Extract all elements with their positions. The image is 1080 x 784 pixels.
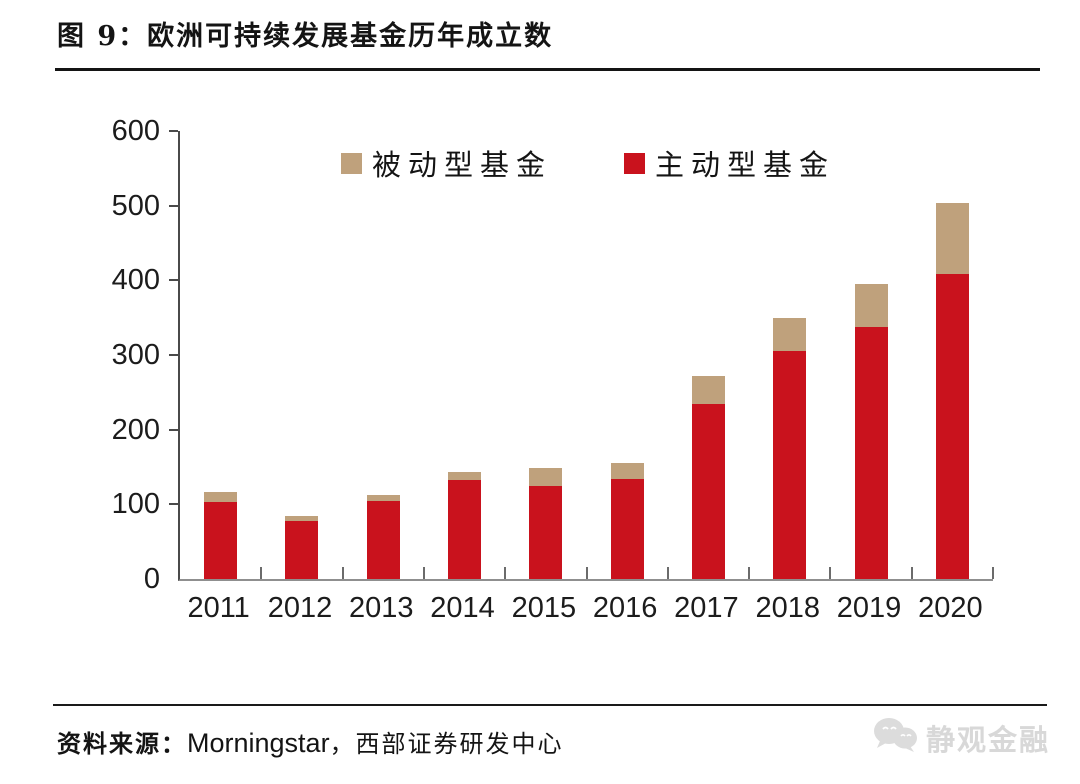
legend-item-passive-fund: 被动型基金 [341, 142, 552, 184]
x-tick-label: 2012 [267, 592, 333, 624]
figure-title: 图 9：欧洲可持续发展基金历年成立数 [57, 21, 554, 52]
bar-2012-active [285, 520, 319, 579]
bar-2017-passive [691, 375, 725, 405]
x-tick-mark [992, 567, 994, 579]
y-tick-mark [169, 130, 178, 132]
x-tick-label: 2013 [348, 592, 414, 624]
y-tick-label: 500 [111, 189, 160, 222]
x-tick-mark [504, 567, 507, 579]
source-suffix: ，西部证券研发中心 [329, 730, 564, 758]
bar-2017-active [691, 404, 725, 579]
y-tick-mark [169, 428, 178, 431]
bar-2020-active [935, 274, 969, 579]
plot-area [178, 131, 994, 581]
bar-2015-passive [529, 467, 563, 487]
y-tick-mark [169, 279, 178, 282]
bar-2014-active [448, 480, 482, 579]
y-tick-label: 100 [111, 488, 160, 521]
x-tick-mark [341, 567, 344, 579]
x-tick-label: 2018 [755, 592, 820, 624]
x-tick-label: 2017 [674, 592, 739, 624]
source-vendor: Morningstar [187, 728, 330, 758]
x-tick-mark [829, 567, 832, 579]
y-tick-mark [169, 354, 178, 356]
x-tick-label: 2016 [592, 592, 658, 624]
x-tick-mark [748, 567, 751, 579]
x-tick-label: 2015 [511, 592, 577, 624]
x-tick-label: 2014 [430, 592, 495, 624]
watermark: 静观金融 [872, 716, 1050, 759]
legend-item-active-fund: 主动型基金 [624, 142, 835, 184]
bar-2019-passive [854, 284, 888, 327]
x-tick-label: 2020 [918, 592, 983, 624]
bar-2013-active [366, 501, 400, 579]
bar-2018-passive [773, 317, 807, 352]
bar-2018-active [773, 351, 807, 579]
chart-legend: 被动型基金 主动型基金 [341, 142, 835, 184]
title-divider [55, 68, 1040, 71]
x-tick-mark [585, 567, 588, 579]
y-tick-label: 300 [111, 339, 160, 371]
bar-2015-active [529, 486, 563, 579]
bar-2013-passive [366, 495, 400, 502]
x-tick-mark [666, 567, 669, 579]
legend-label-active: 主动型基金 [655, 148, 836, 182]
bar-2020-passive [935, 203, 969, 275]
y-tick-mark [169, 503, 178, 506]
x-tick-mark [422, 567, 425, 579]
y-tick-label: 200 [111, 413, 160, 446]
x-tick-mark [910, 567, 913, 579]
bar-2011-active [204, 502, 238, 579]
x-tick-label: 2019 [836, 592, 902, 624]
bar-2012-passive [285, 515, 319, 521]
y-tick-label: 0 [143, 563, 160, 595]
x-tick-mark [260, 567, 263, 579]
y-tick-label: 400 [111, 264, 160, 297]
x-tick-label: 2011 [187, 592, 250, 624]
source-note: 资料来源：Morningstar，西部证券研发中心 [57, 724, 564, 759]
footer-divider [53, 704, 1047, 706]
legend-label-passive: 被动型基金 [372, 148, 553, 182]
y-tick-mark [169, 204, 178, 207]
bar-2014-passive [448, 471, 482, 481]
wechat-bubbles-icon [872, 716, 920, 759]
y-tick-label: 600 [111, 115, 160, 147]
legend-swatch-passive [341, 152, 362, 174]
bar-2016-passive [610, 462, 644, 479]
watermark-text: 静观金融 [925, 722, 1050, 757]
bar-2019-active [854, 326, 888, 579]
bar-2016-active [610, 478, 644, 579]
x-axis-labels: 2011 2012 2013 2014 2015 2016 2017 2018 2019 2020 [178, 592, 991, 625]
source-prefix: 资料来源： [57, 729, 187, 758]
legend-swatch-active [624, 152, 646, 174]
bar-2011-passive [204, 492, 238, 503]
